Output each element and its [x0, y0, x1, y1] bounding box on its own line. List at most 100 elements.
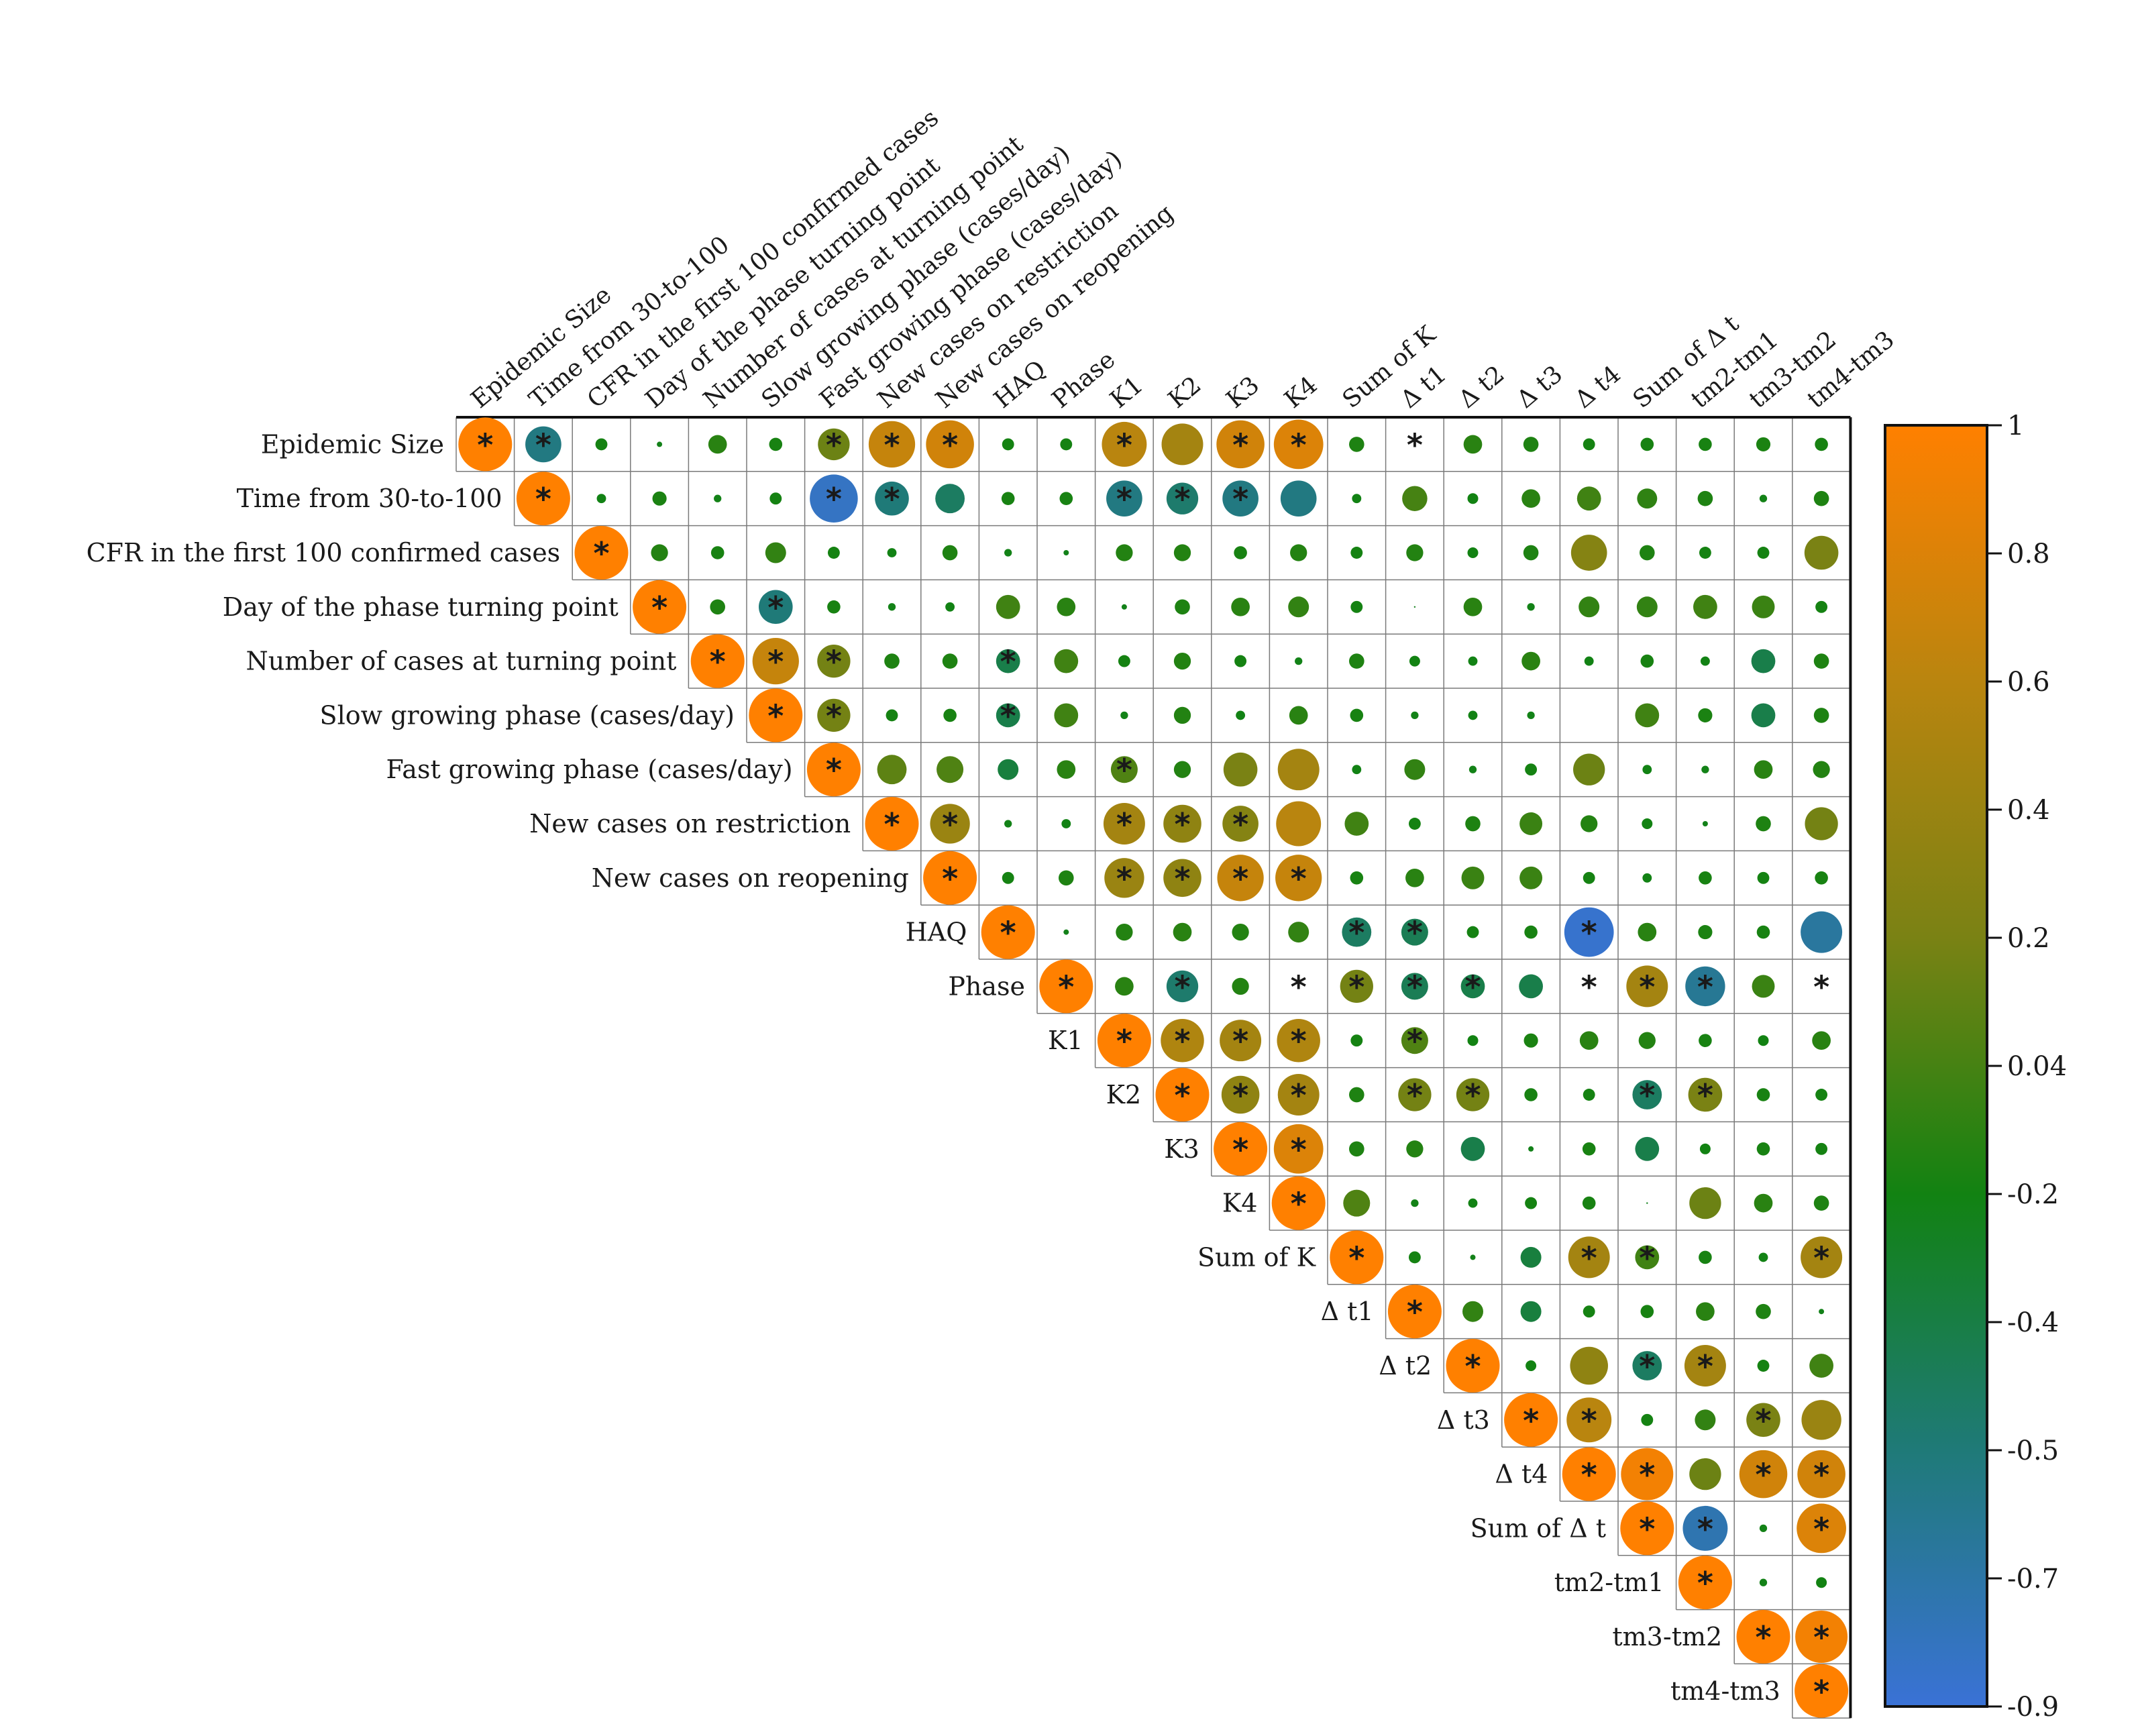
corr-cell-14-20 [1646, 1202, 1648, 1204]
corr-cell-16-21 [1696, 1302, 1715, 1321]
corr-cell-8-21 [1699, 871, 1712, 885]
corr-cell-2-23 [1804, 535, 1839, 570]
corr-cell-13-20 [1635, 1136, 1660, 1161]
corr-cell-16-16 [1387, 1285, 1442, 1339]
significance-star: * [1174, 969, 1190, 1005]
corr-cell-15-23 [1801, 1236, 1843, 1279]
significance-star: * [1000, 698, 1016, 734]
significance-star: * [1291, 1132, 1307, 1168]
corr-cell-15-22 [1758, 1252, 1768, 1262]
corr-cell-3-10 [1057, 597, 1076, 616]
corr-cell-14-19 [1582, 1196, 1596, 1210]
corr-cell-1-13 [1222, 480, 1259, 517]
corr-cell-22-22 [1736, 1610, 1790, 1664]
corr-cell-5-18 [1527, 711, 1535, 720]
significance-star: * [535, 427, 551, 463]
corr-cell-20-23 [1797, 1503, 1846, 1554]
colorbar-tick-label: -0.5 [2007, 1435, 2059, 1466]
corr-cell-4-22 [1751, 649, 1776, 673]
corr-cell-14-17 [1468, 1198, 1478, 1208]
significance-star: * [1639, 1511, 1655, 1547]
significance-star: * [1116, 427, 1132, 463]
corr-cell-8-14 [1275, 855, 1322, 902]
corr-cell-5-14 [1289, 706, 1308, 725]
corr-cell-1-4 [714, 494, 722, 502]
corr-cell-1-22 [1759, 494, 1768, 502]
column-label: Δ t3 [1512, 360, 1568, 413]
corr-cell-6-13 [1223, 752, 1258, 787]
corr-cell-1-10 [1059, 492, 1073, 505]
corr-cell-0-3 [657, 441, 663, 447]
corr-cell-14-15 [1343, 1189, 1371, 1217]
corr-cell-4-11 [1118, 655, 1130, 667]
corr-cell-18-23 [1801, 1400, 1841, 1440]
corr-cell-2-12 [1173, 544, 1191, 561]
corr-cell-6-8 [937, 756, 964, 783]
corr-cell-10-13 [1232, 977, 1249, 995]
corr-cell-5-7 [886, 709, 898, 722]
corr-cell-8-12 [1163, 859, 1201, 898]
corr-cell-3-12 [1175, 599, 1190, 615]
corr-cell-11-18 [1523, 1033, 1538, 1048]
corr-cell-3-3 [633, 580, 687, 634]
corr-cell-19-19 [1562, 1447, 1616, 1501]
corr-cell-18-22 [1746, 1403, 1780, 1437]
significance-star: * [651, 590, 667, 626]
corr-cell-7-9 [1004, 820, 1012, 828]
row-label: Δ t2 [1379, 1351, 1432, 1380]
significance-star: * [942, 806, 958, 843]
corr-cell-10-14 [1297, 985, 1299, 987]
corr-cell-3-7 [888, 603, 896, 611]
corr-cell-16-20 [1640, 1305, 1654, 1318]
corr-cell-4-16 [1409, 655, 1420, 667]
corr-cell-8-13 [1217, 855, 1264, 902]
corr-cell-1-15 [1352, 494, 1362, 504]
corr-cell-6-9 [998, 759, 1019, 780]
significance-star: * [1697, 1077, 1713, 1114]
corr-cell-3-4 [710, 599, 726, 615]
corr-cell-5-16 [1411, 711, 1419, 720]
corr-cell-7-22 [1756, 816, 1771, 832]
corr-cell-9-12 [1173, 922, 1192, 942]
row-label: Δ t3 [1437, 1405, 1490, 1435]
corr-cell-11-14 [1277, 1018, 1320, 1063]
corr-cell-9-20 [1638, 922, 1657, 942]
colorbar-tick-label: -0.9 [2007, 1692, 2059, 1723]
corr-cell-1-3 [652, 491, 667, 506]
corr-cell-18-20 [1641, 1413, 1654, 1426]
corr-cell-9-10 [1063, 929, 1069, 935]
corr-cell-2-20 [1639, 545, 1655, 561]
significance-star: * [1697, 1511, 1713, 1547]
corr-cell-3-13 [1231, 597, 1250, 616]
corr-cell-1-9 [1001, 492, 1015, 505]
corr-cell-4-14 [1295, 657, 1303, 665]
corr-cell-6-10 [1057, 760, 1076, 779]
row-label: Time from 30-to-100 [237, 484, 502, 513]
corr-cell-6-22 [1754, 760, 1773, 779]
column-label: K1 [1105, 371, 1148, 413]
corr-cell-9-15 [1342, 917, 1372, 947]
corr-cell-14-18 [1525, 1197, 1538, 1209]
corr-cell-21-22 [1759, 1578, 1768, 1586]
corr-cell-9-17 [1466, 926, 1479, 938]
corr-cell-4-23 [1813, 653, 1829, 669]
corr-cell-13-14 [1273, 1124, 1324, 1174]
corr-cell-8-10 [1058, 870, 1074, 886]
corr-cell-10-21 [1685, 966, 1725, 1007]
corr-cell-11-20 [1638, 1032, 1656, 1049]
corr-cell-18-21 [1695, 1409, 1716, 1431]
corr-cell-11-17 [1467, 1035, 1479, 1046]
corr-cell-0-21 [1699, 437, 1712, 451]
corr-cell-0-20 [1640, 437, 1654, 451]
corr-cell-12-13 [1221, 1075, 1260, 1114]
corr-cell-0-19 [1583, 438, 1595, 451]
row-label: Δ t1 [1321, 1297, 1374, 1326]
row-label: Day of the phase turning point [223, 592, 619, 622]
corr-cell-0-15 [1348, 437, 1365, 452]
circle-layer: * * * * * * * * * * * * * * * * * * * * * * * * * * * * * * * * * * * * * * * *… [458, 417, 1849, 1718]
corr-cell-0-2 [595, 438, 608, 451]
corr-cell-0-16 [1413, 443, 1416, 445]
corr-cell-3-8 [945, 602, 955, 612]
